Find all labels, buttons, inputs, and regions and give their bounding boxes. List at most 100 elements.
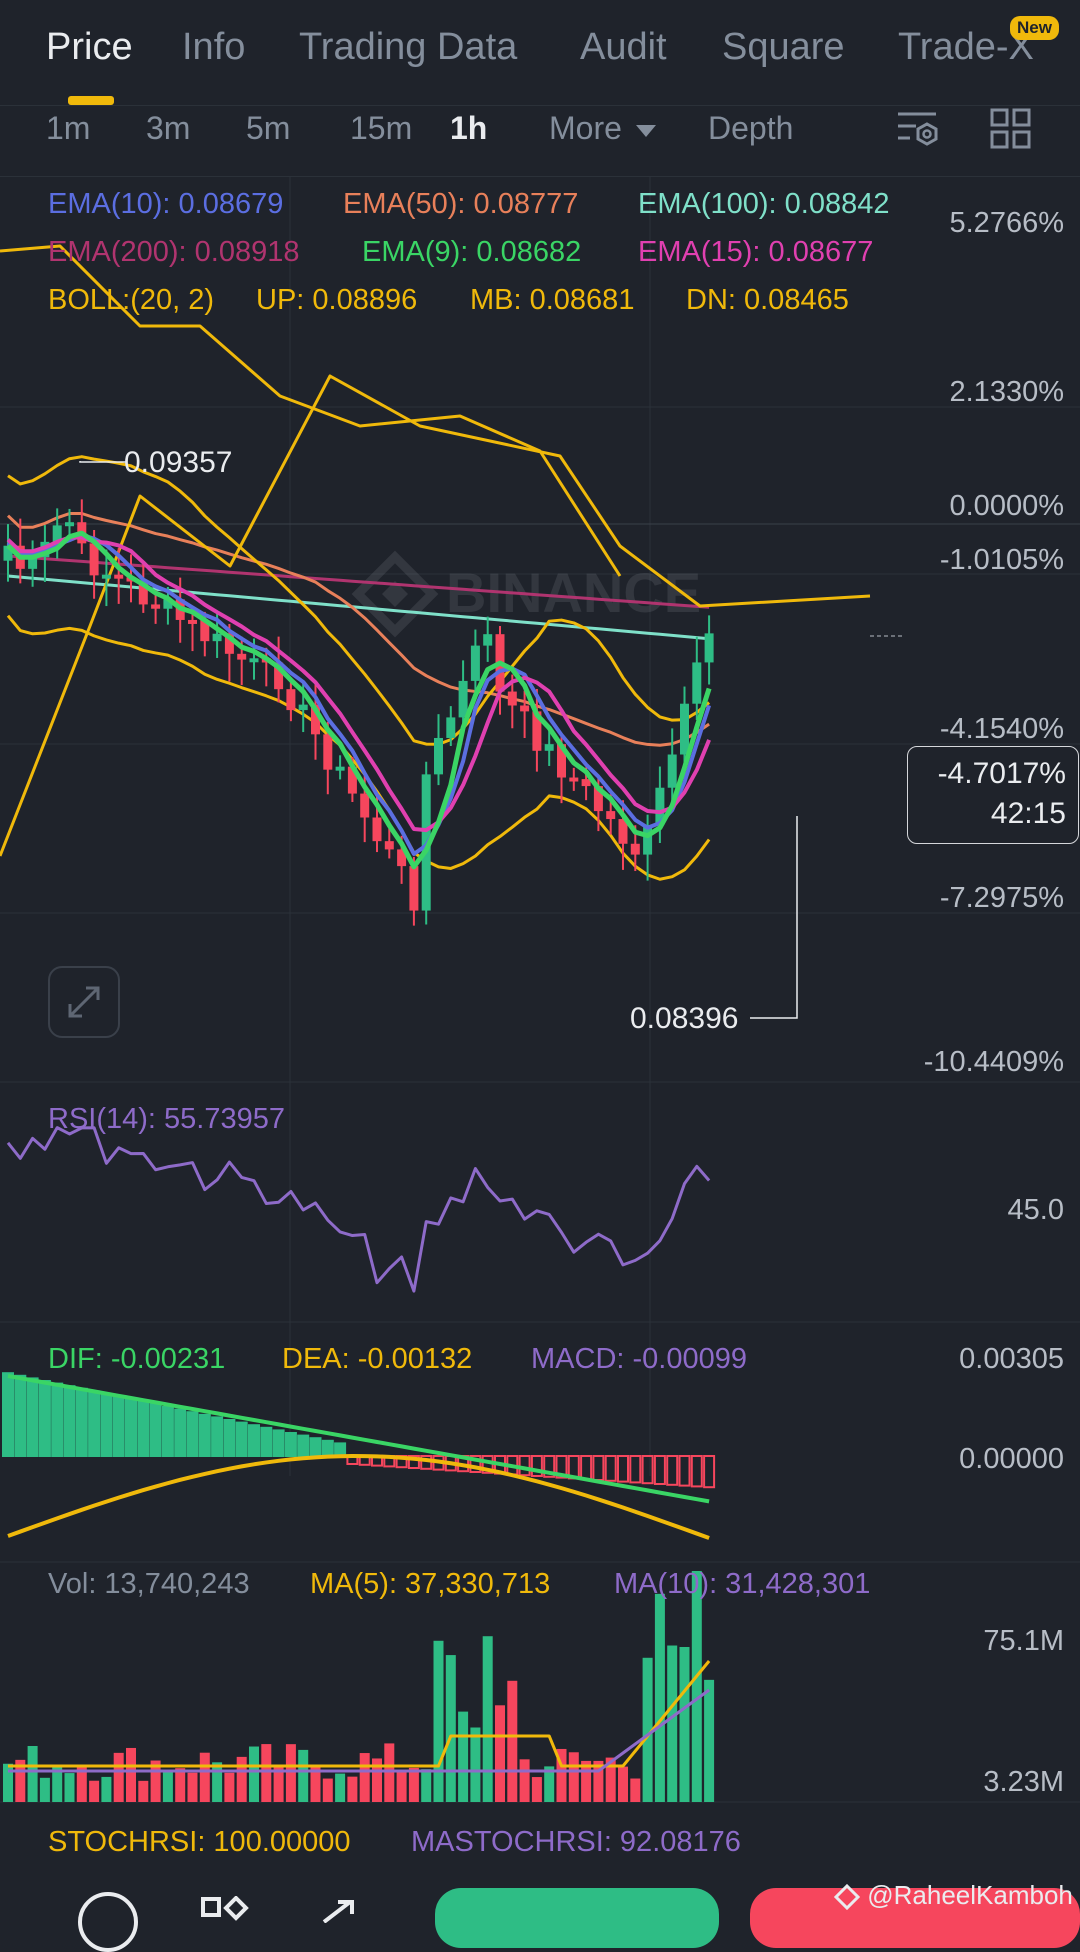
candle-body	[520, 705, 530, 712]
macd-value-legend: MACD: -0.00099	[531, 1343, 747, 1375]
volume-bar	[691, 1570, 702, 1802]
candlestick-chart[interactable]: BINANCE 0.09357 0.08396	[0, 176, 1080, 1876]
volume-bar	[458, 1711, 469, 1802]
volume-bars	[3, 1570, 715, 1802]
tab-audit[interactable]: Audit	[580, 26, 667, 68]
volume-ma-lines	[8, 1660, 711, 1773]
tab-square[interactable]: Square	[722, 26, 845, 68]
low-marker	[750, 816, 798, 1019]
interval-bar	[0, 106, 1080, 177]
tab-info[interactable]: Info	[182, 26, 246, 68]
macd-bar	[100, 1393, 113, 1457]
volume-bar	[654, 1593, 665, 1802]
tab-price[interactable]: Price	[46, 26, 133, 68]
tab-trading-data[interactable]: Trading Data	[299, 26, 518, 68]
high-price-label: 0.09357	[124, 446, 232, 479]
interval-depth[interactable]: Depth	[708, 110, 794, 146]
candle-body	[101, 574, 111, 579]
macd-bar	[530, 1455, 543, 1477]
apps-icon[interactable]	[200, 1896, 252, 1923]
volume-bar	[507, 1680, 518, 1802]
expand-icon	[68, 986, 100, 1018]
interval-1m[interactable]: 1m	[46, 110, 91, 146]
volume-bar	[64, 1773, 75, 1802]
candle-body	[151, 604, 161, 609]
candle-body	[569, 777, 579, 782]
grid-layout-icon[interactable]	[990, 108, 1032, 150]
candle-body	[483, 634, 493, 646]
ema200-path	[7, 554, 710, 609]
candle-body	[114, 574, 124, 579]
low-price-label: 0.08396	[630, 1002, 738, 1035]
ema9-legend: EMA(9): 0.08682	[362, 236, 582, 268]
candle-body	[680, 703, 689, 755]
more-options-icon[interactable]	[78, 1892, 138, 1952]
share-icon[interactable]	[320, 1898, 370, 1923]
buy-button[interactable]	[435, 1888, 719, 1948]
macd-bar	[14, 1374, 27, 1458]
macd-bar	[186, 1411, 199, 1457]
volume-axis-bottom: 3.23M	[983, 1766, 1064, 1798]
volume-bar	[679, 1646, 690, 1802]
interval-3m[interactable]: 3m	[146, 110, 191, 146]
volume-bar	[322, 1778, 333, 1802]
candle-body	[298, 704, 308, 711]
macd-bar	[51, 1382, 64, 1457]
ema10-legend: EMA(10): 0.08679	[48, 188, 284, 220]
candle-body	[470, 645, 480, 681]
rsi-path	[6, 1126, 711, 1293]
volume-bar	[347, 1776, 358, 1802]
macd-axis-zero: 0.00000	[959, 1443, 1064, 1475]
interval-15m[interactable]: 15m	[350, 110, 413, 146]
candle-body	[434, 737, 443, 775]
candle-body	[360, 793, 370, 818]
axis-label-5: -4.1540%	[939, 713, 1064, 745]
volume-bar	[384, 1743, 395, 1802]
interval-5m[interactable]: 5m	[246, 110, 291, 146]
candle-body	[606, 811, 616, 820]
volume-bar	[285, 1744, 296, 1802]
ema15-legend: EMA(15): 0.08677	[638, 236, 874, 268]
ema9-path	[6, 530, 712, 870]
macd-bar	[604, 1455, 617, 1482]
candle-body	[643, 825, 653, 855]
volume-bar	[310, 1765, 321, 1802]
candle-body	[458, 680, 468, 718]
candle-body	[557, 744, 566, 778]
volume-bar	[396, 1770, 407, 1802]
candle-body	[692, 662, 702, 704]
top-tab-bar	[0, 0, 1080, 106]
macd-bar	[223, 1419, 236, 1457]
candle-body	[397, 849, 407, 867]
boll-outer-path-2	[0, 244, 622, 577]
volume-bar	[581, 1760, 592, 1802]
macd-dea-legend: DEA: -0.00132	[282, 1343, 473, 1375]
volume-bar	[212, 1762, 223, 1802]
axis-label-3: 0.0000%	[949, 490, 1065, 522]
candle-body	[446, 717, 456, 738]
volume-ma10-path	[8, 1688, 710, 1773]
boll-up-legend: UP: 0.08896	[256, 284, 418, 316]
ema50-path	[6, 512, 710, 747]
candle-body	[704, 633, 714, 663]
volume-bar	[445, 1655, 456, 1802]
volume-bar	[495, 1705, 505, 1802]
boll-legend: BOLL:(20, 2)	[48, 284, 215, 316]
macd-histogram	[2, 1372, 716, 1489]
macd-bar	[407, 1455, 420, 1469]
interval-1h[interactable]: 1h	[450, 110, 488, 146]
interval-more[interactable]: More	[549, 110, 657, 147]
axis-label-2: 2.1330%	[949, 376, 1065, 408]
candle-body	[507, 691, 517, 706]
ema100-legend: EMA(100): 0.08842	[638, 188, 890, 220]
macd-bar	[63, 1385, 76, 1457]
volume-bar	[52, 1765, 63, 1802]
macd-bar	[653, 1455, 666, 1485]
credit-text: @RaheelKamboh	[867, 1880, 1073, 1910]
rsi-legend: RSI(14): 55.73957	[48, 1103, 285, 1135]
rsi-axis-label: 45.0	[1007, 1194, 1064, 1226]
volume-bar	[27, 1745, 38, 1802]
chart-settings-icon[interactable]	[896, 108, 942, 148]
expand-button[interactable]	[48, 966, 120, 1038]
macd-bar	[678, 1455, 691, 1487]
